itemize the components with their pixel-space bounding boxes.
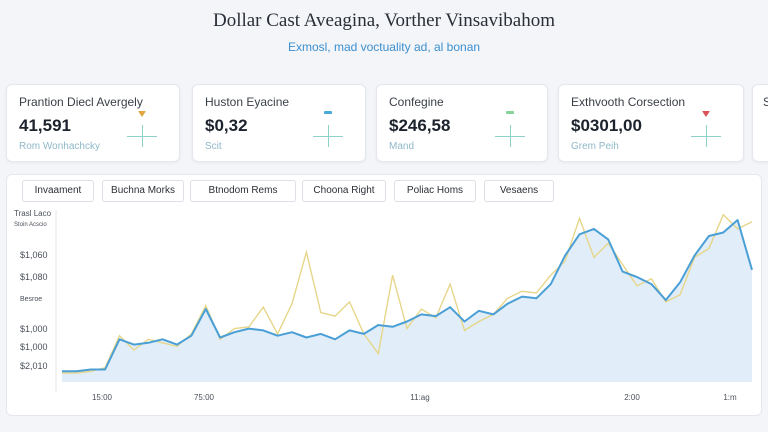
- y-tick-label: $1,000: [20, 342, 48, 352]
- page-subtitle: Exmosl, mad voctuality ad, al bonan: [287, 40, 481, 54]
- filter-chip[interactable]: Vesaens: [484, 180, 554, 202]
- y-axis: $1,060 $1,080 Besroe $1,000 $1,000 $2,010: [20, 250, 48, 371]
- kpi-card-partial[interactable]: S: [752, 84, 768, 162]
- series-area: [62, 220, 752, 382]
- y-axis-title: Trasl Laco: [14, 209, 52, 218]
- kpi-sub: Scit: [205, 141, 222, 152]
- y-tick-label: Besroe: [20, 296, 42, 303]
- kpi-card[interactable]: Huston Eyacine $0,32 Scit: [192, 84, 366, 162]
- x-tick-label: 15:00: [92, 393, 113, 402]
- x-tick-label: 1:m: [723, 393, 737, 402]
- kpi-value: $0,32: [205, 116, 248, 135]
- filter-chip[interactable]: Poliac Homs: [394, 180, 476, 202]
- series-line-secondary: [62, 213, 753, 374]
- series-line-primary: [62, 219, 753, 373]
- kpi-value: 41,591: [19, 116, 71, 135]
- x-tick-label: 2:00: [624, 393, 640, 402]
- kpi-label: Huston Eyacine: [205, 95, 290, 109]
- y-tick-label: $2,010: [20, 361, 48, 371]
- kpi-trend-icon: [691, 111, 721, 147]
- x-tick-label: 75:00: [194, 393, 215, 402]
- kpi-label: Confegine: [389, 95, 444, 109]
- kpi-label: Prantion Diecl Avergely: [19, 95, 143, 109]
- filter-chip[interactable]: Invaament: [22, 180, 94, 202]
- kpi-card[interactable]: Confegine $246,58 Mand: [376, 84, 548, 162]
- kpi-label: Exthvooth Corsection: [571, 95, 686, 109]
- kpi-trend-icon: [313, 111, 343, 147]
- kpi-sub: Mand: [389, 141, 415, 152]
- y-tick-label: $1,060: [20, 250, 48, 260]
- kpi-sub: Grem Peih: [571, 141, 619, 152]
- y-tick-label: $1,080: [20, 272, 48, 282]
- y-axis-subtitle: Stoin Acscio: [14, 222, 47, 228]
- kpi-sub: Rom Wonhachcky: [19, 141, 100, 152]
- x-tick-label: 11:ag: [410, 393, 429, 402]
- filter-chip[interactable]: Btnodom Rems: [190, 180, 296, 202]
- kpi-value: $0301,00: [571, 116, 642, 135]
- y-tick-label: $1,000: [20, 324, 48, 334]
- kpi-label-fragment: S: [763, 95, 768, 109]
- filter-chip[interactable]: Choona Right: [302, 180, 386, 202]
- kpi-value: $246,58: [389, 116, 451, 135]
- kpi-trend-icon: [495, 111, 525, 147]
- filter-chip[interactable]: Buchna Morks: [102, 180, 184, 202]
- kpi-card[interactable]: Prantion Diecl Avergely 41,591 Rom Wonha…: [6, 84, 180, 162]
- kpi-card[interactable]: Exthvooth Corsection $0301,00 Grem Peih: [558, 84, 744, 162]
- page-title: Dollar Cast Aveagina, Vorther Vinsavibah…: [212, 10, 556, 31]
- x-axis: 15:00 75:00 11:ag 2:00 1:m: [92, 393, 737, 402]
- kpi-trend-icon: [127, 111, 157, 147]
